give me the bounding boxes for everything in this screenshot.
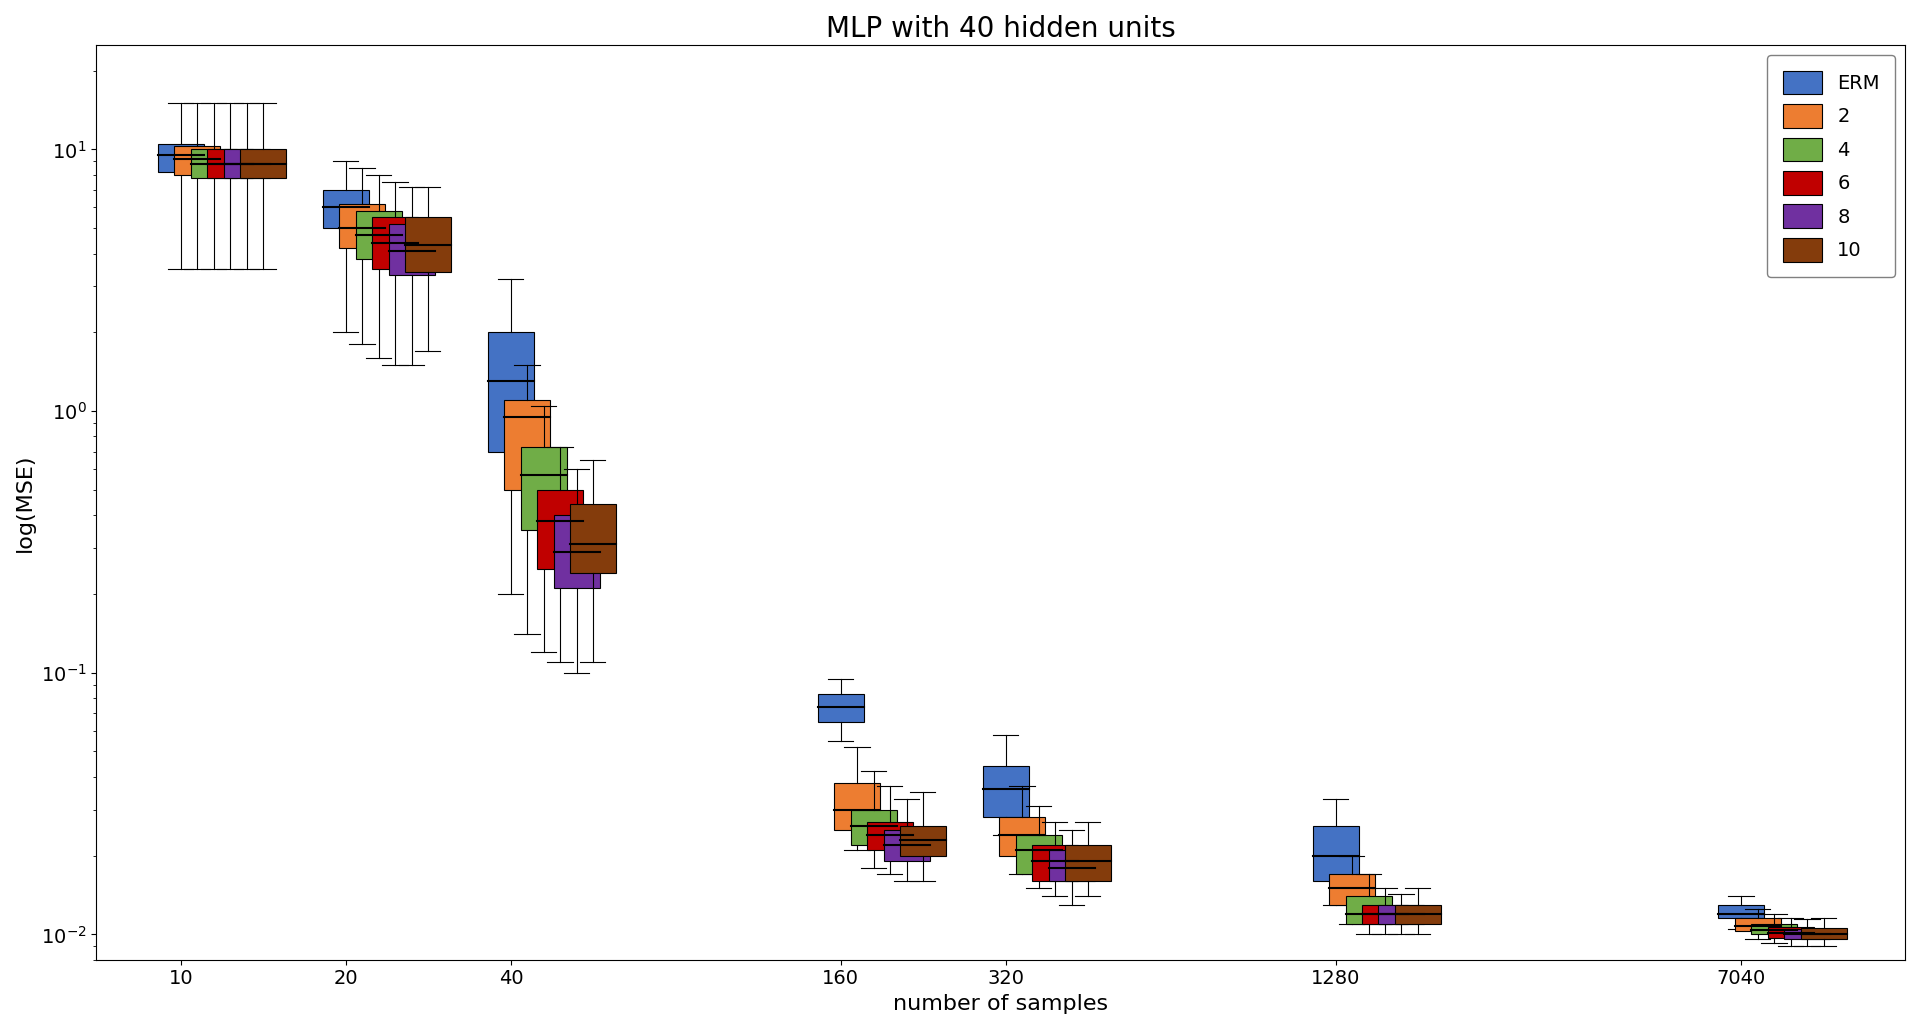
Bar bbox=[240, 149, 286, 178]
Bar bbox=[1801, 928, 1847, 939]
Bar bbox=[157, 144, 204, 172]
Bar bbox=[883, 830, 929, 861]
Bar bbox=[1016, 835, 1062, 874]
Bar bbox=[207, 149, 253, 178]
Bar bbox=[405, 217, 451, 272]
Bar bbox=[570, 504, 616, 573]
Bar bbox=[1379, 904, 1425, 924]
Bar bbox=[538, 490, 584, 569]
Bar bbox=[833, 783, 879, 830]
Bar bbox=[900, 826, 947, 855]
Bar bbox=[868, 821, 914, 850]
Bar bbox=[1736, 919, 1782, 931]
Bar bbox=[1394, 904, 1440, 924]
Bar bbox=[488, 332, 534, 452]
Bar bbox=[520, 447, 566, 530]
Bar bbox=[998, 817, 1044, 855]
Legend: ERM, 2, 4, 6, 8, 10: ERM, 2, 4, 6, 8, 10 bbox=[1766, 56, 1895, 277]
Bar bbox=[1361, 904, 1407, 924]
Bar bbox=[1346, 896, 1392, 924]
Bar bbox=[505, 400, 551, 490]
Bar bbox=[1313, 826, 1359, 881]
Bar bbox=[340, 204, 386, 248]
Bar bbox=[1751, 924, 1797, 934]
X-axis label: number of samples: number of samples bbox=[893, 994, 1108, 1014]
Bar bbox=[1718, 904, 1764, 919]
Bar bbox=[175, 146, 221, 175]
Bar bbox=[818, 694, 864, 721]
Bar bbox=[851, 810, 897, 845]
Title: MLP with 40 hidden units: MLP with 40 hidden units bbox=[826, 15, 1175, 43]
Bar bbox=[323, 190, 369, 228]
Bar bbox=[1784, 929, 1830, 939]
Bar bbox=[190, 149, 236, 178]
Bar bbox=[225, 149, 269, 178]
Bar bbox=[388, 223, 434, 276]
Bar bbox=[553, 516, 599, 589]
Bar bbox=[355, 211, 401, 259]
Bar bbox=[372, 217, 419, 269]
Bar bbox=[1066, 845, 1112, 881]
Bar bbox=[1048, 850, 1094, 881]
Bar bbox=[983, 766, 1029, 817]
Bar bbox=[1329, 874, 1375, 904]
Bar bbox=[1033, 845, 1079, 881]
Y-axis label: log(MSE): log(MSE) bbox=[15, 454, 35, 552]
Bar bbox=[1768, 927, 1814, 937]
